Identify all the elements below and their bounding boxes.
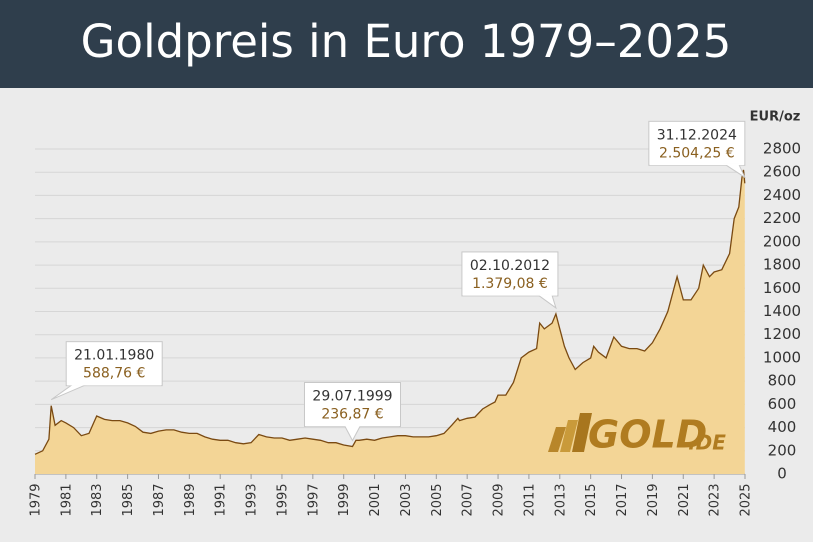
x-tick-label: 2023 bbox=[708, 483, 723, 516]
callout-date: 31.12.2024 bbox=[657, 127, 737, 143]
callout-box bbox=[303, 382, 401, 428]
callout-box bbox=[461, 251, 559, 297]
x-tick-label: 1993 bbox=[245, 483, 260, 516]
callout-box bbox=[648, 120, 746, 166]
logo: GOLD .DE bbox=[548, 413, 726, 457]
y-tick-label: 2200 bbox=[763, 209, 801, 227]
y-tick-label: 600 bbox=[768, 395, 797, 413]
x-tick-label: 2013 bbox=[553, 483, 568, 516]
y-tick-label: 800 bbox=[768, 372, 797, 390]
header bbox=[0, 0, 813, 88]
x-tick-label: 2007 bbox=[461, 483, 476, 516]
callout: 21.01.1980 588,76 € bbox=[50, 341, 163, 401]
logo-bar bbox=[548, 427, 566, 452]
x-tick-label: 2011 bbox=[522, 483, 537, 516]
marks bbox=[34, 169, 746, 474]
x-tick-label: 2025 bbox=[739, 483, 754, 516]
x-tick-label: 2009 bbox=[492, 483, 507, 516]
line bbox=[34, 169, 746, 455]
x-tick-label: 2001 bbox=[368, 483, 383, 516]
logo-bar bbox=[572, 413, 592, 452]
x-tick-label: 2021 bbox=[677, 483, 692, 516]
callout: 29.07.1999 236,87 € bbox=[303, 382, 401, 442]
x-tick-label: 1987 bbox=[152, 483, 167, 516]
y-tick-label: 1600 bbox=[763, 279, 801, 297]
x-tick-label: 2019 bbox=[646, 483, 661, 516]
y-tick-label: 400 bbox=[768, 418, 797, 436]
x-tick-label: 1999 bbox=[337, 483, 352, 516]
callout-date: 29.07.1999 bbox=[312, 389, 392, 405]
x-tick-label: 1979 bbox=[29, 483, 44, 516]
logo-bar bbox=[560, 420, 578, 452]
callout-date: 21.01.1980 bbox=[74, 348, 154, 364]
x-tick-label: 2003 bbox=[399, 483, 414, 516]
y-tick-label: 1200 bbox=[763, 325, 801, 343]
x-tick-label: 2017 bbox=[615, 483, 630, 516]
callout-value: 1.379,08 € bbox=[472, 276, 548, 292]
annotations: 21.01.1980 588,76 € 29.07.1999 236,87 € 02.1… bbox=[50, 120, 747, 442]
callout-date: 02.10.2012 bbox=[470, 258, 550, 274]
x-tick-label: 1985 bbox=[121, 483, 136, 516]
logo-text: GOLD bbox=[588, 413, 707, 457]
y-tick-label: 200 bbox=[768, 441, 797, 459]
x-tick-label: 1981 bbox=[59, 483, 74, 516]
logo-suffix: .DE bbox=[688, 431, 726, 455]
callout-value: 2.504,25 € bbox=[659, 145, 735, 161]
callout-value: 588,76 € bbox=[83, 366, 145, 382]
chart-title: Goldpreis in Euro 1979–2025 bbox=[81, 15, 732, 68]
y-tick-label: 1400 bbox=[763, 302, 801, 320]
x-tick-label: 1989 bbox=[183, 483, 198, 516]
callout: 31.12.2024 2.504,25 € bbox=[648, 120, 747, 179]
x-tick-label: 2015 bbox=[584, 483, 599, 516]
y-tick-label: 2000 bbox=[763, 232, 801, 250]
callout-value: 236,87 € bbox=[321, 407, 383, 423]
y-tick-label: 1000 bbox=[763, 348, 801, 366]
x-tick-label: 1995 bbox=[275, 483, 290, 516]
x-tick-label: 1991 bbox=[214, 483, 229, 516]
x-tick-label: 1997 bbox=[306, 483, 321, 516]
x-tick-label: 2005 bbox=[430, 483, 445, 516]
y-tick-label: 2800 bbox=[763, 140, 801, 158]
y-tick-label: 2600 bbox=[763, 163, 801, 181]
area bbox=[35, 169, 745, 474]
y-tick-label: 1800 bbox=[763, 256, 801, 274]
callout-box bbox=[65, 341, 163, 387]
y-tick-label: 0 bbox=[777, 465, 787, 483]
x-tick-label: 1983 bbox=[90, 483, 105, 516]
y-tick-label: 2400 bbox=[763, 186, 801, 204]
callout: 02.10.2012 1.379,08 € bbox=[461, 251, 559, 310]
y-unit: EUR/oz bbox=[750, 110, 801, 125]
